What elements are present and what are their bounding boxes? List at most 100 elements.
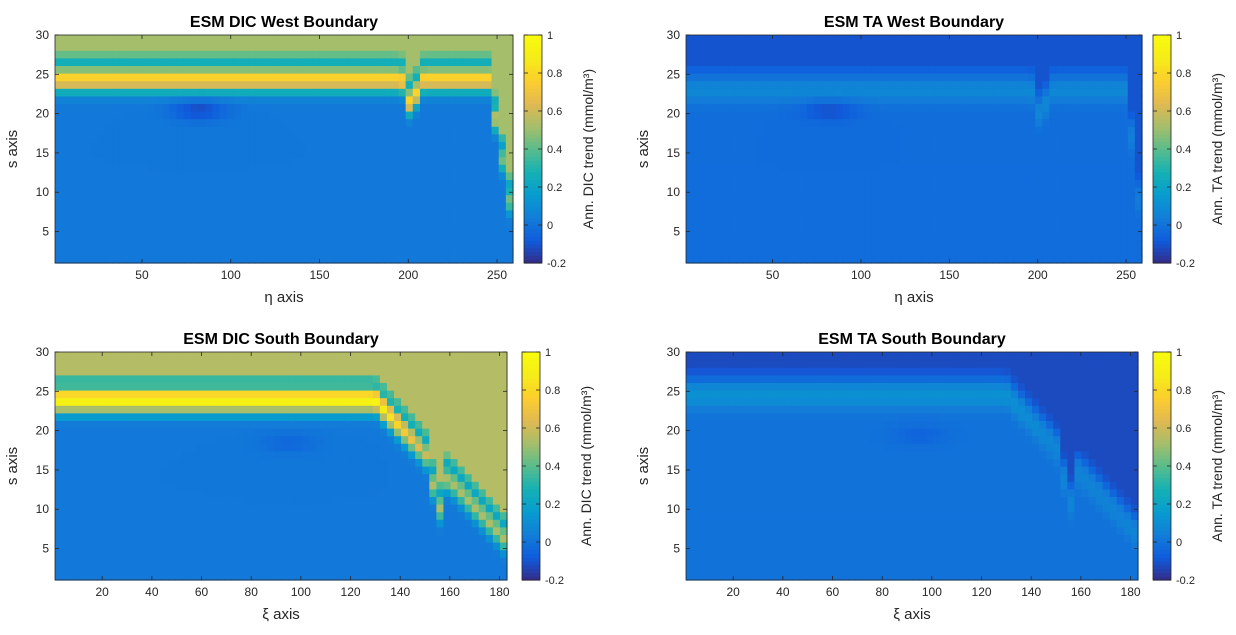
heatmap-cell [921, 35, 929, 44]
heatmap-cell [125, 466, 134, 475]
heatmap-cell [871, 65, 879, 74]
heatmap-cell [785, 164, 794, 173]
heatmap-cell [1006, 156, 1015, 165]
heatmap-cell [355, 156, 364, 165]
heatmap-cell [778, 225, 787, 234]
heatmap-cell [1028, 240, 1036, 249]
heatmap-cell [434, 95, 443, 104]
heatmap-cell [477, 118, 485, 127]
heatmap-cell [842, 164, 851, 173]
heatmap-cell [878, 171, 887, 180]
heatmap-cell [735, 88, 744, 97]
heatmap-cell [842, 247, 851, 256]
heatmap-cell [369, 225, 378, 234]
heatmap-cell [69, 481, 77, 490]
heatmap-cell [104, 428, 113, 437]
heatmap-cell [1049, 209, 1058, 218]
heatmap-cell [1006, 118, 1015, 127]
heatmap-cell [412, 80, 421, 89]
heatmap-cell [928, 255, 936, 264]
heatmap-cell [196, 511, 204, 520]
heatmap-cell [255, 247, 264, 256]
heatmap-cell [55, 534, 63, 543]
heatmap-cell [76, 57, 85, 66]
heatmap-cell [203, 397, 211, 406]
heatmap-cell [90, 57, 99, 66]
heatmap-cell [146, 542, 155, 551]
heatmap-cell [111, 564, 120, 573]
heatmap-cell [857, 73, 865, 82]
heatmap-cell [83, 118, 92, 127]
heatmap-cell [999, 103, 1008, 112]
heatmap-cell [119, 141, 128, 150]
heatmap-cell [1042, 247, 1050, 256]
heatmap-cell [1049, 88, 1058, 97]
heatmap-cell [62, 374, 70, 383]
heatmap-cell [505, 126, 514, 135]
heatmap-cell [118, 405, 127, 414]
heatmap-cell [255, 225, 264, 234]
heatmap-cell [985, 73, 993, 82]
heatmap-cell [971, 126, 979, 135]
heatmap-cell [175, 496, 183, 505]
heatmap-cell [1028, 217, 1036, 226]
heatmap-cell [864, 118, 872, 127]
heatmap-cell [377, 118, 385, 127]
heatmap-cell [162, 35, 171, 44]
heatmap-cell [104, 564, 113, 573]
heatmap-cell [899, 118, 908, 127]
heatmap-cell [212, 118, 221, 127]
heatmap-cell [126, 80, 135, 89]
heatmap-cell [255, 80, 264, 89]
heatmap-cell [155, 65, 163, 74]
heatmap-cell [728, 57, 737, 66]
heatmap-cell [814, 247, 822, 256]
heatmap-cell [139, 359, 148, 368]
heatmap-cell [76, 405, 84, 414]
heatmap-cell [133, 88, 142, 97]
heatmap-cell [971, 141, 979, 150]
heatmap-cell [111, 519, 120, 528]
heatmap-cell [455, 232, 464, 241]
heatmap-cell [792, 65, 801, 74]
colorbar-segment [1153, 145, 1171, 150]
heatmap-cell [126, 164, 135, 173]
heatmap-cell [1085, 50, 1093, 59]
heatmap-cell [1006, 164, 1015, 173]
heatmap-cell [224, 564, 233, 573]
heatmap-cell [764, 111, 773, 120]
heatmap-cell [362, 179, 371, 188]
heatmap-cell [1020, 126, 1029, 135]
colorbar-segment [524, 175, 542, 180]
heatmap-cell [1085, 80, 1093, 89]
heatmap-cell [269, 225, 278, 234]
heatmap-cell [319, 50, 328, 59]
heatmap-cell [935, 179, 944, 188]
heatmap-cell [1127, 202, 1136, 211]
heatmap-cell [305, 65, 314, 74]
heatmap-cell [62, 450, 70, 459]
heatmap-cell [334, 126, 342, 135]
heatmap-cell [69, 164, 78, 173]
heatmap-cell [956, 103, 965, 112]
heatmap-cell [800, 118, 808, 127]
heatmap-cell [885, 118, 894, 127]
heatmap-cell [245, 519, 254, 528]
heatmap-cell [269, 88, 278, 97]
heatmap-cell [735, 95, 744, 104]
heatmap-cell [76, 488, 84, 497]
heatmap-cell [252, 488, 261, 497]
heatmap-cell [198, 88, 206, 97]
heatmap-cell [914, 80, 922, 89]
heatmap-cell [842, 65, 851, 74]
heatmap-cell [175, 382, 183, 391]
heatmap-cell [238, 443, 247, 452]
heatmap-cell [162, 141, 171, 150]
heatmap-cell [69, 171, 78, 180]
heatmap-cell [505, 232, 514, 241]
heatmap-cell [119, 232, 128, 241]
heatmap-cell [999, 57, 1008, 66]
heatmap-cell [62, 435, 70, 444]
heatmap-cell [821, 141, 830, 150]
heatmap-cell [1006, 73, 1015, 82]
